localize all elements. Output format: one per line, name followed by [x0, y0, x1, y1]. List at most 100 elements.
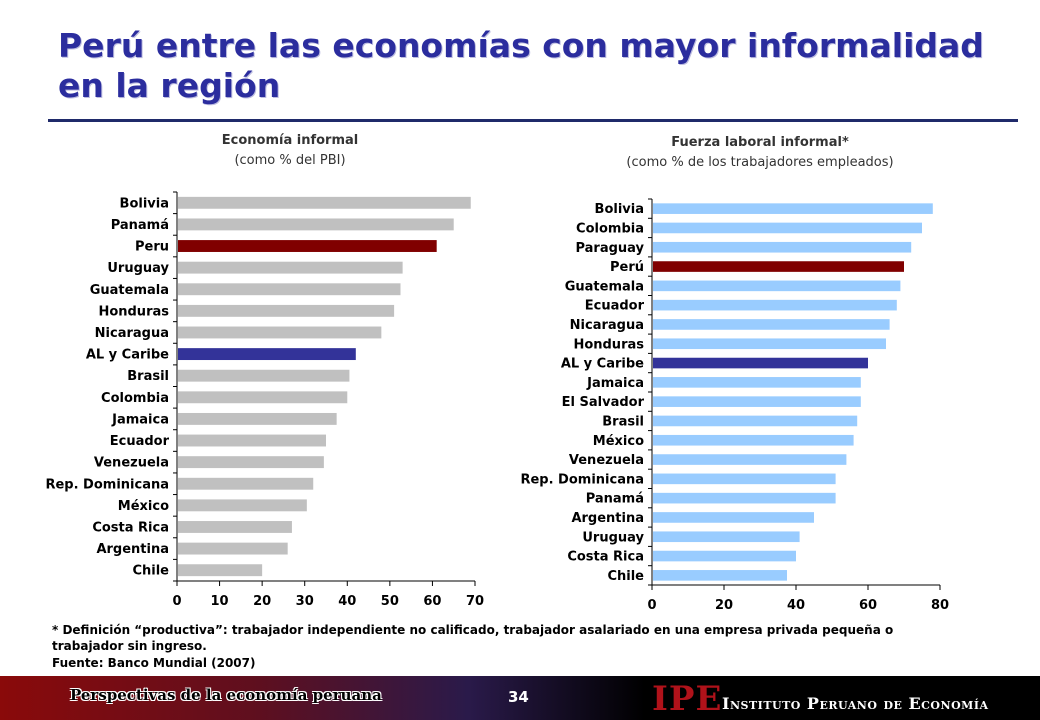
left-chart-subtitle: (como % del PBI) [234, 153, 346, 168]
bar-bolivia [653, 203, 933, 214]
bar-al-y-caribe [653, 357, 868, 369]
category-label: Nicaragua [95, 326, 169, 341]
right-chart-title: Fuerza laboral informal* [671, 135, 849, 150]
bar-costa-rica [653, 550, 796, 562]
bar-el-salvador [653, 396, 861, 407]
left-chart-heading: Economía informal (como % del PBI) [160, 131, 420, 171]
ipe-logo: IPE [652, 679, 723, 719]
category-label: Venezuela [569, 453, 644, 468]
bar-colombia [178, 391, 348, 404]
x-tick-label: 50 [381, 594, 399, 609]
x-tick-label: 70 [466, 594, 484, 609]
x-tick-label: 60 [423, 594, 441, 609]
category-label: Honduras [573, 337, 644, 352]
category-label: AL y Caribe [561, 357, 644, 372]
x-tick-label: 80 [931, 598, 949, 613]
category-label: Uruguay [107, 261, 169, 276]
x-tick-label: 30 [296, 594, 314, 609]
bar-panamá [653, 492, 836, 504]
bar-paraguay [653, 241, 912, 253]
source-note: Fuente: Banco Mundial (2007) [52, 656, 256, 670]
bar-brasil [178, 369, 350, 382]
category-label: México [118, 499, 169, 514]
category-label: Brasil [602, 414, 644, 429]
bar-brasil [653, 415, 858, 427]
bar-panamá [178, 218, 454, 231]
bar-al-y-caribe [178, 348, 356, 361]
category-label: Jamaica [111, 412, 169, 427]
left-chart-title: Economía informal [221, 133, 359, 148]
category-label: México [593, 434, 644, 449]
x-tick-label: 60 [859, 598, 877, 613]
footer-presentation-title: Perspectivas de la economía peruana [70, 686, 382, 704]
category-label: Peru [135, 240, 169, 255]
bar-honduras [178, 304, 395, 317]
bar-uruguay [178, 261, 403, 274]
bar-nicaragua [653, 319, 890, 330]
category-label: Honduras [98, 304, 169, 319]
category-label: Venezuela [94, 456, 169, 471]
bar-uruguay [653, 531, 800, 543]
category-label: Guatemala [90, 283, 169, 298]
category-label: Paraguay [575, 241, 644, 256]
bar-guatemala [178, 283, 401, 296]
right-chart-subtitle: (como % de los trabajadores empleados) [626, 155, 894, 170]
footer-bar [0, 676, 1040, 720]
bar-costa-rica [178, 521, 292, 533]
bar-colombia [653, 222, 922, 234]
right-chart-heading: Fuerza laboral informal* (como % de los … [560, 133, 960, 173]
slide-title: Perú entre las economías con mayor infor… [58, 26, 984, 105]
institute-name: Instituto Peruano de Economía [722, 694, 989, 713]
x-tick-label: 40 [338, 594, 356, 609]
category-label: Bolivia [595, 202, 644, 217]
bar-argentina [653, 512, 814, 523]
x-tick-label: 10 [211, 594, 229, 609]
bar-jamaica [653, 377, 861, 388]
category-label: Argentina [96, 542, 169, 557]
category-label: Bolivia [120, 196, 169, 211]
page-number: 34 [508, 688, 529, 706]
bar-guatemala [653, 280, 901, 292]
category-label: Nicaragua [570, 318, 644, 333]
bar-perú [653, 261, 904, 272]
category-label: Ecuador [110, 434, 170, 449]
bar-venezuela [178, 456, 324, 469]
category-label: Costa Rica [92, 520, 169, 535]
bar-méxico [653, 434, 854, 446]
category-label: Chile [132, 564, 169, 579]
bar-rep-dominicana [653, 473, 836, 485]
bar-argentina [178, 542, 288, 555]
bar-venezuela [653, 454, 847, 465]
category-label: Uruguay [582, 530, 644, 545]
category-label: Brasil [127, 369, 169, 384]
bar-ecuador [178, 434, 326, 447]
category-label: Rep. Dominicana [45, 477, 169, 492]
title-divider [48, 119, 1018, 122]
bar-honduras [653, 338, 886, 350]
category-label: El Salvador [562, 395, 645, 410]
x-tick-label: 0 [172, 594, 181, 609]
category-label: AL y Caribe [86, 348, 169, 363]
category-label: Rep. Dominicana [520, 472, 644, 487]
category-label: Jamaica [586, 376, 644, 391]
category-label: Perú [610, 260, 644, 275]
bar-jamaica [178, 412, 337, 425]
category-label: Colombia [101, 391, 169, 406]
bar-chile [653, 570, 787, 581]
x-tick-label: 20 [253, 594, 271, 609]
footnote: * Definición “productiva”: trabajador in… [52, 623, 894, 653]
category-label: Costa Rica [567, 550, 644, 565]
bar-chile [178, 564, 263, 577]
bar-méxico [178, 499, 307, 512]
bar-nicaragua [178, 326, 382, 339]
category-label: Colombia [576, 221, 644, 236]
bar-peru [178, 240, 437, 252]
x-tick-label: 0 [647, 598, 656, 613]
category-label: Ecuador [585, 299, 645, 314]
category-label: Panamá [111, 218, 169, 233]
x-tick-label: 40 [787, 598, 805, 613]
bar-rep-dominicana [178, 477, 314, 490]
category-label: Guatemala [565, 279, 644, 294]
